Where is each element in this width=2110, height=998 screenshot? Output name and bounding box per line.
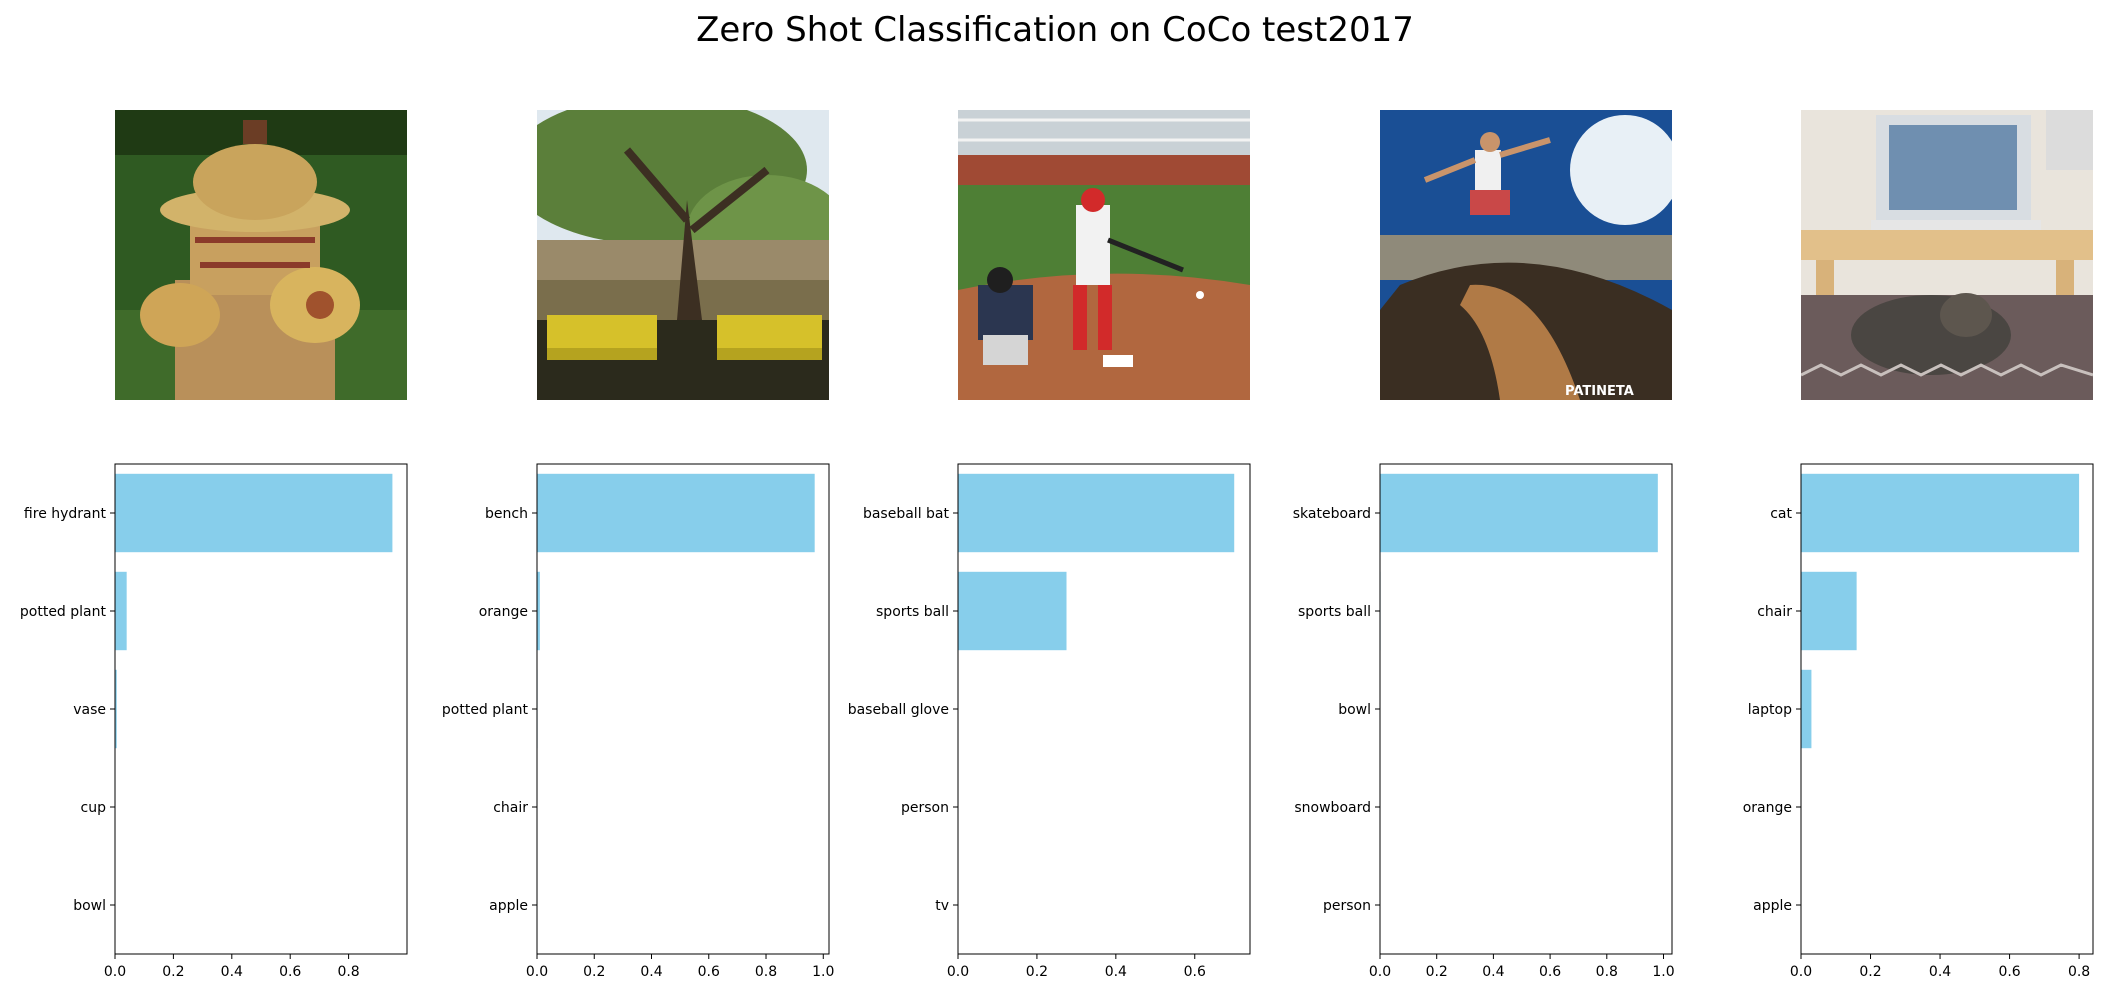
tree-benches-image [537, 110, 829, 400]
plot-frame [1379, 463, 1673, 955]
x-tick-label: 0.4 [221, 964, 243, 980]
x-tick-label: 1.0 [1652, 964, 1674, 980]
y-tick-label: chair [493, 800, 528, 816]
baseball-image [958, 110, 1250, 400]
y-tick-label: bench [485, 506, 528, 522]
y-tick-label: sports ball [876, 604, 949, 620]
skateboarder-image: PATINETA [1380, 110, 1672, 400]
y-tick-label: orange [479, 604, 528, 620]
y-tick-label: cup [81, 800, 107, 816]
laptop-cat-image [1801, 110, 2093, 400]
y-tick-label: potted plant [20, 604, 107, 620]
y-tick-label: bowl [73, 898, 106, 914]
bar-potted-plant [115, 571, 127, 651]
x-tick-label: 0.6 [1539, 964, 1561, 980]
plot-frame [536, 463, 830, 955]
y-tick-label: cat [1770, 506, 1792, 522]
photo-tree-benches [537, 110, 829, 400]
y-tick-label: baseball bat [863, 506, 950, 522]
photo-skateboarder: PATINETA [1380, 110, 1672, 400]
x-tick-label: 0.6 [279, 964, 301, 980]
plot-frame [957, 463, 1251, 955]
y-tick-label: person [1323, 898, 1371, 914]
bar-fire-hydrant [115, 473, 393, 553]
x-tick-label: 0.6 [1998, 964, 2020, 980]
x-tick-label: 0.0 [104, 964, 126, 980]
y-tick-label: fire hydrant [24, 506, 107, 522]
x-tick-label: 0.8 [1596, 964, 1618, 980]
y-tick-label: person [901, 800, 949, 816]
y-tick-label: apple [1753, 898, 1792, 914]
photo-baseball [958, 110, 1250, 400]
x-tick-label: 0.2 [162, 964, 184, 980]
figure-title: Zero Shot Classification on CoCo test201… [696, 10, 1414, 50]
y-tick-label: chair [1757, 604, 1792, 620]
x-tick-label: 0.6 [1184, 964, 1206, 980]
x-tick-label: 0.8 [2068, 964, 2090, 980]
y-tick-label: bowl [1338, 702, 1371, 718]
x-tick-label: 0.4 [1929, 964, 1951, 980]
bar-cat [1801, 473, 2080, 553]
bar-chair [1801, 571, 1857, 651]
fire-hydrant-image [115, 110, 407, 400]
bar-sports-ball [958, 571, 1067, 651]
y-tick-label: snowboard [1294, 800, 1371, 816]
x-tick-label: 0.2 [1859, 964, 1881, 980]
bar-bench [537, 473, 815, 553]
y-tick-label: potted plant [442, 702, 529, 718]
photo-fire-hydrant [115, 110, 407, 400]
y-tick-label: baseball glove [848, 702, 949, 718]
x-tick-label: 0.0 [1790, 964, 1812, 980]
bar-skateboard [1380, 473, 1658, 553]
x-tick-label: 1.0 [812, 964, 834, 980]
y-tick-label: tv [935, 898, 949, 914]
y-tick-label: laptop [1748, 702, 1792, 718]
x-tick-label: 0.4 [1482, 964, 1504, 980]
x-tick-label: 0.2 [1426, 964, 1448, 980]
x-tick-label: 0.4 [1105, 964, 1127, 980]
x-tick-label: 0.0 [526, 964, 548, 980]
y-tick-label: sports ball [1298, 604, 1371, 620]
x-tick-label: 0.2 [1026, 964, 1048, 980]
y-tick-label: orange [1743, 800, 1792, 816]
x-tick-label: 0.0 [1369, 964, 1391, 980]
bar-baseball-bat [958, 473, 1235, 553]
plot-frame [1800, 463, 2094, 955]
y-tick-label: skateboard [1293, 506, 1371, 522]
x-tick-label: 0.8 [755, 964, 777, 980]
x-tick-label: 0.4 [640, 964, 662, 980]
plot-frame [114, 463, 408, 955]
x-tick-label: 0.2 [583, 964, 605, 980]
x-tick-label: 0.6 [698, 964, 720, 980]
x-tick-label: 0.0 [947, 964, 969, 980]
x-tick-label: 0.8 [337, 964, 359, 980]
y-tick-label: apple [489, 898, 528, 914]
y-tick-label: vase [73, 702, 106, 718]
bar-laptop [1801, 669, 1812, 749]
photo-laptop-cat [1801, 110, 2093, 400]
watermark-text: PATINETA [1565, 384, 1634, 399]
bar-vase [115, 669, 117, 749]
bar-orange [537, 571, 540, 651]
